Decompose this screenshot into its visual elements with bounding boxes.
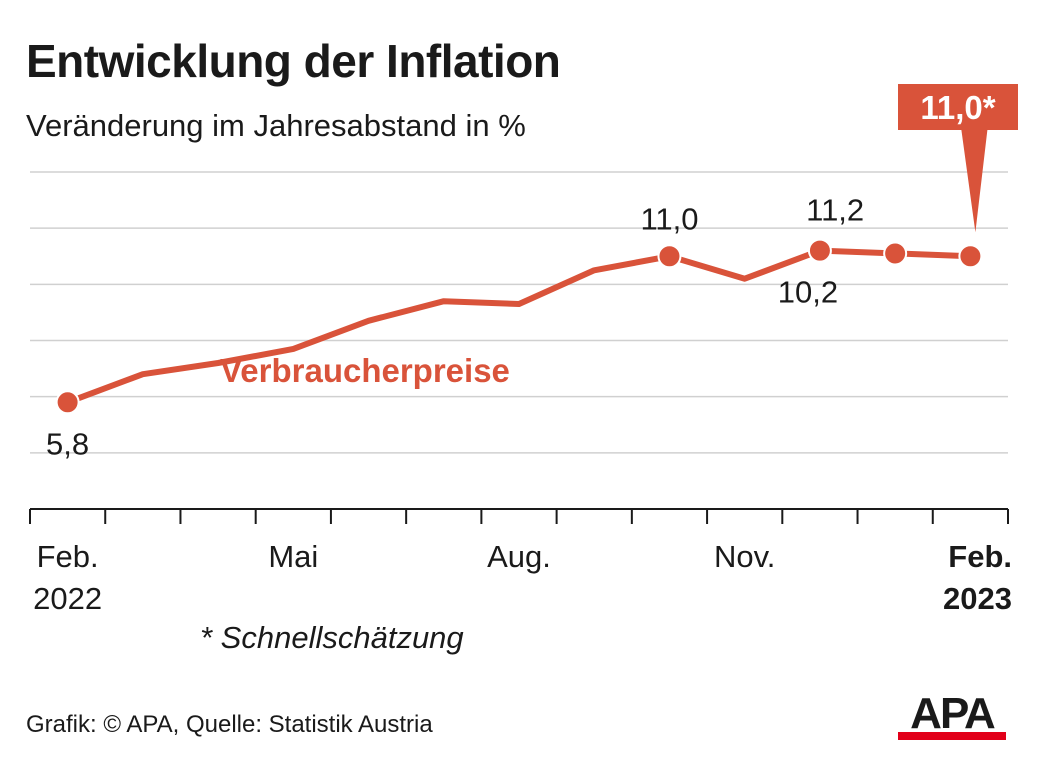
data-label: 11,2 <box>806 192 864 227</box>
x-tick-label: Mai <box>268 539 318 574</box>
data-point <box>55 390 80 415</box>
chart-title: Entwicklung der Inflation <box>26 35 561 87</box>
x-tick-label: Aug. <box>487 539 551 574</box>
x-tick-label: Feb. <box>948 539 1012 574</box>
x-tick-label: Nov. <box>714 539 775 574</box>
apa-logo-bar <box>898 732 1006 740</box>
series-line <box>64 247 974 406</box>
data-point <box>657 244 682 269</box>
apa-logo-text: APA <box>910 690 995 738</box>
x-tick-label: Feb. <box>37 539 99 574</box>
data-point <box>883 241 908 266</box>
data-label: 11,0 <box>640 201 698 236</box>
series-label: Verbraucherpreise <box>220 352 510 389</box>
data-label-highlight: 11,0* <box>920 89 995 126</box>
data-point <box>958 244 983 269</box>
x-tick-label: 2023 <box>943 581 1012 616</box>
source-credit: Grafik: © APA, Quelle: Statistik Austria <box>26 711 433 738</box>
x-tick-label: 2022 <box>33 581 102 616</box>
data-point <box>807 238 832 263</box>
apa-logo: APA <box>898 690 1006 740</box>
data-label: 5,8 <box>46 426 89 461</box>
callout-box <box>898 84 1018 233</box>
chart-subtitle: Veränderung im Jahresabstand in % <box>26 108 526 143</box>
footnote: * Schnellschätzung <box>200 620 464 655</box>
data-label: 10,2 <box>778 275 838 310</box>
